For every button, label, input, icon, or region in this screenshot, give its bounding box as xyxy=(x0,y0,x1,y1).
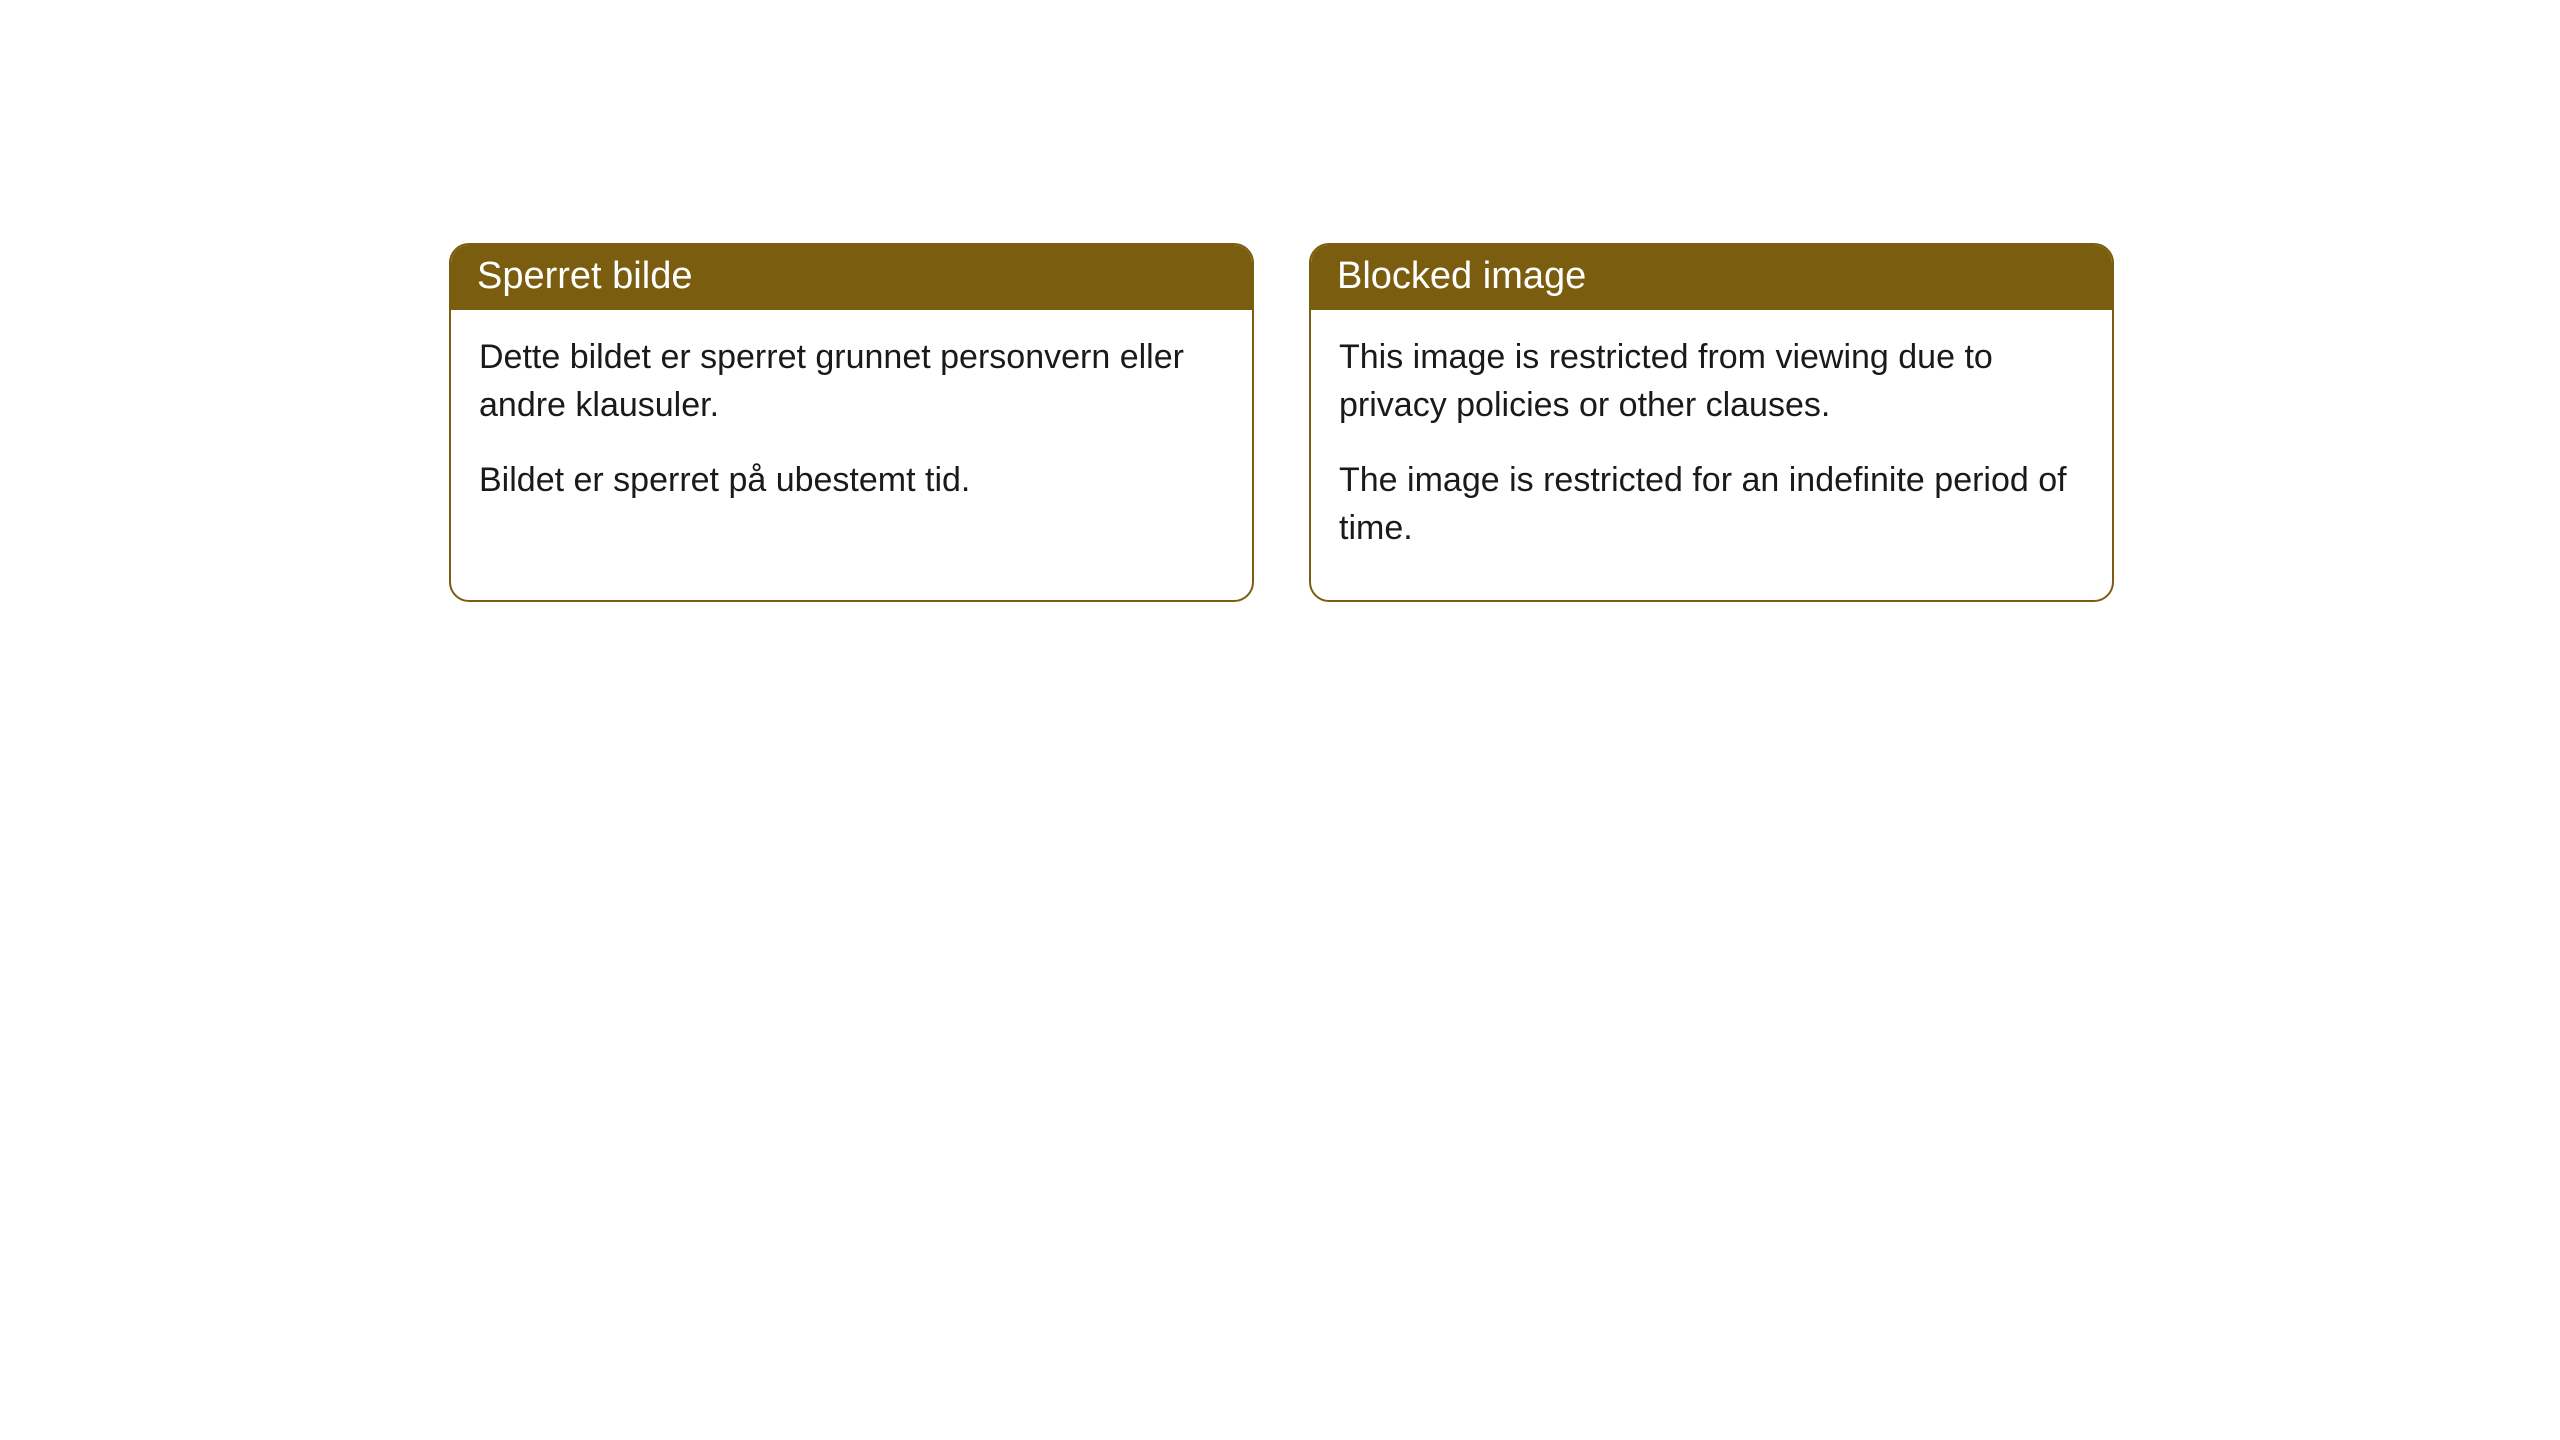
card-body: This image is restricted from viewing du… xyxy=(1311,310,2112,600)
card-paragraph: This image is restricted from viewing du… xyxy=(1339,334,2084,429)
card-paragraph: The image is restricted for an indefinit… xyxy=(1339,457,2084,552)
card-title: Blocked image xyxy=(1337,255,1586,297)
card-title: Sperret bilde xyxy=(477,255,692,297)
card-paragraph: Dette bildet er sperret grunnet personve… xyxy=(479,334,1224,429)
blocked-image-card-norwegian: Sperret bilde Dette bildet er sperret gr… xyxy=(449,243,1254,602)
card-paragraph: Bildet er sperret på ubestemt tid. xyxy=(479,457,1224,505)
card-header: Sperret bilde xyxy=(451,245,1252,310)
blocked-image-card-english: Blocked image This image is restricted f… xyxy=(1309,243,2114,602)
cards-container: Sperret bilde Dette bildet er sperret gr… xyxy=(449,243,2114,602)
card-body: Dette bildet er sperret grunnet personve… xyxy=(451,310,1252,553)
card-header: Blocked image xyxy=(1311,245,2112,310)
